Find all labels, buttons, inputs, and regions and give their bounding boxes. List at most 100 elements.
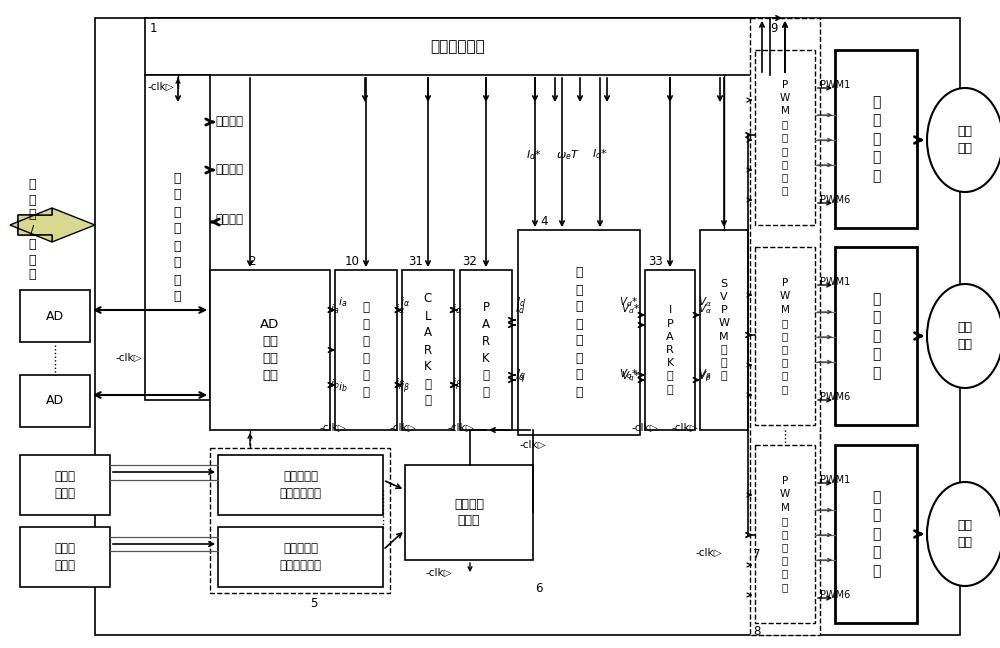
Text: 伺服
电机: 伺服 电机: [958, 321, 972, 351]
Text: ω$_e$T: ω$_e$T: [556, 148, 580, 162]
Ellipse shape: [927, 482, 1000, 586]
Text: V$_q$*: V$_q$*: [619, 368, 638, 382]
Text: 状态变量: 状态变量: [215, 213, 243, 226]
Text: PWM1: PWM1: [820, 475, 850, 485]
Bar: [460, 270, 512, 430]
Text: 7: 7: [753, 548, 761, 561]
Text: V$_q$*: V$_q$*: [621, 370, 640, 384]
Text: 10: 10: [345, 255, 360, 268]
Text: PWM1: PWM1: [820, 80, 850, 90]
Text: AD
采样
控制
模块: AD 采样 控制 模块: [260, 318, 280, 382]
Text: i$_b$: i$_b$: [330, 377, 340, 391]
Text: 并
行
总
线
通
讯
模
块: 并 行 总 线 通 讯 模 块: [174, 172, 181, 303]
Text: -clk▷: -clk▷: [448, 423, 475, 433]
Ellipse shape: [927, 284, 1000, 388]
Text: i$_β$: i$_β$: [395, 377, 405, 393]
Text: I$_d$*: I$_d$*: [526, 148, 542, 162]
Text: V$_β$: V$_β$: [698, 368, 712, 382]
Text: 33: 33: [648, 255, 663, 268]
Text: PWM6: PWM6: [820, 590, 850, 600]
Text: i$_a$: i$_a$: [338, 295, 347, 309]
Text: 正余弦计
算模块: 正余弦计 算模块: [454, 498, 484, 527]
Text: 功
率
逆
变
器: 功 率 逆 变 器: [872, 292, 880, 380]
Text: 配置信息: 配置信息: [215, 115, 243, 128]
Bar: [218, 455, 383, 515]
Bar: [750, 18, 820, 635]
Text: S
V
P
W
M
变
调
器: S V P W M 变 调 器: [718, 279, 730, 381]
Text: P
A
R
K
变
换: P A R K 变 换: [482, 301, 490, 399]
Polygon shape: [10, 208, 52, 242]
Text: -clk▷: -clk▷: [425, 568, 452, 578]
Text: PWM6: PWM6: [820, 195, 850, 205]
Text: i$_β$: i$_β$: [452, 377, 462, 393]
Bar: [20, 455, 110, 515]
Text: -clk▷: -clk▷: [148, 82, 175, 92]
Text: AD: AD: [46, 395, 64, 408]
Text: 5: 5: [310, 597, 317, 610]
Bar: [210, 448, 390, 593]
Text: PWM6: PWM6: [820, 392, 850, 402]
Text: 上
位
机
/
处
理
器: 上 位 机 / 处 理 器: [28, 178, 36, 281]
Text: i$_a$: i$_a$: [330, 302, 339, 316]
Text: 位置反
馈元件: 位置反 馈元件: [54, 542, 76, 572]
Text: 4: 4: [540, 215, 548, 228]
Bar: [755, 247, 815, 425]
Text: -clk▷: -clk▷: [115, 353, 142, 363]
Text: 2: 2: [248, 255, 256, 268]
Text: 功
率
逆
变
器: 功 率 逆 变 器: [872, 490, 880, 578]
Text: 交
直
轴
电
流
调
节
器: 交 直 轴 电 流 调 节 器: [575, 266, 583, 399]
Text: 时序规划模块: 时序规划模块: [430, 39, 485, 54]
Text: V$_d$*: V$_d$*: [619, 295, 638, 309]
Text: 伺服
电机: 伺服 电机: [958, 519, 972, 549]
Bar: [835, 247, 917, 425]
Text: i$_α$: i$_α$: [400, 295, 410, 309]
Text: 6: 6: [535, 582, 542, 595]
Text: i$_β$: i$_β$: [400, 380, 410, 397]
Bar: [210, 270, 330, 430]
Text: -clk▷: -clk▷: [632, 423, 659, 433]
Text: P
W
M
控
制
输
出
模
块: P W M 控 制 输 出 模 块: [780, 278, 790, 394]
Text: I
P
A
R
K
变
换: I P A R K 变 换: [666, 305, 674, 395]
Bar: [145, 75, 210, 400]
Text: V$_d$*: V$_d$*: [621, 302, 640, 316]
Text: 编码器反馈
信号处理模块: 编码器反馈 信号处理模块: [280, 542, 322, 572]
Bar: [145, 18, 770, 75]
Text: 8: 8: [753, 625, 760, 638]
Ellipse shape: [927, 88, 1000, 192]
Bar: [755, 445, 815, 623]
Text: -clk▷: -clk▷: [390, 423, 417, 433]
Bar: [20, 290, 90, 342]
Text: PWM1: PWM1: [820, 277, 850, 287]
Bar: [20, 527, 110, 587]
Polygon shape: [18, 208, 95, 242]
Text: V$_α$: V$_α$: [698, 295, 712, 309]
Text: 32: 32: [462, 255, 477, 268]
Bar: [518, 230, 640, 435]
Text: 编码器反馈
信号处理模块: 编码器反馈 信号处理模块: [280, 470, 322, 500]
Text: i$_α$: i$_α$: [395, 302, 405, 316]
Text: 电流指令: 电流指令: [215, 163, 243, 176]
Bar: [95, 18, 960, 635]
Text: 9: 9: [770, 22, 778, 35]
Text: -clk▷: -clk▷: [520, 440, 547, 450]
Bar: [402, 270, 454, 430]
Text: I$_q$: I$_q$: [516, 368, 526, 384]
Text: 功
率
逆
变
器: 功 率 逆 变 器: [872, 95, 880, 183]
Bar: [20, 375, 90, 427]
Bar: [335, 270, 397, 430]
Text: I$_d$: I$_d$: [516, 295, 526, 309]
Text: V$_β$: V$_β$: [698, 370, 712, 384]
Bar: [755, 50, 815, 225]
Text: I$_q$: I$_q$: [515, 370, 525, 386]
Text: 31: 31: [408, 255, 423, 268]
Text: i$_b$: i$_b$: [338, 380, 348, 394]
Text: I$_d$: I$_d$: [515, 302, 525, 316]
Text: P
W
M
控
制
输
出
模
块: P W M 控 制 输 出 模 块: [780, 80, 790, 195]
Text: -clk▷: -clk▷: [695, 548, 722, 558]
Text: C
L
A
R
K
变
换: C L A R K 变 换: [424, 292, 432, 408]
Text: 电
流
调
理
模
块: 电 流 调 理 模 块: [362, 301, 370, 399]
Bar: [835, 445, 917, 623]
Bar: [645, 270, 695, 430]
Text: V$_α$: V$_α$: [698, 302, 712, 316]
Text: AD: AD: [46, 310, 64, 323]
